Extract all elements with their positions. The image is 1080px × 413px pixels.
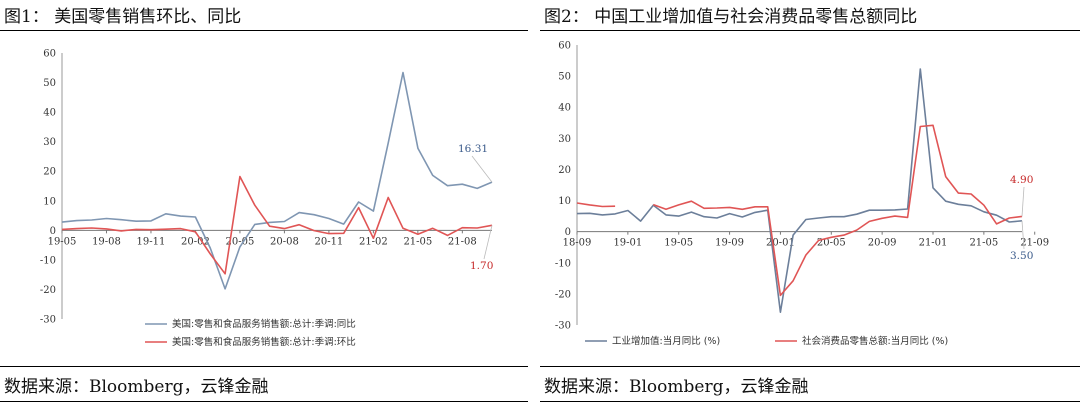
annotation-leader [1021, 186, 1025, 217]
bottom-rule [540, 401, 1080, 402]
annotation-leader [471, 155, 493, 183]
y-tick-label: -20 [40, 285, 56, 296]
x-tick-label: 20-09 [868, 238, 897, 249]
y-tick-label: 50 [558, 72, 571, 83]
x-tick-label: 20-05 [226, 236, 255, 247]
series-line-0 [61, 71, 493, 290]
x-tick-label: 21-02 [359, 236, 388, 247]
annotation-label: 1.70 [470, 260, 493, 272]
x-tick-label: 20-05 [817, 238, 846, 249]
y-tick-label: -30 [40, 315, 56, 326]
y-tick-label: 40 [558, 103, 571, 114]
y-tick-label: -20 [555, 289, 571, 300]
data-source: 数据来源：Bloomberg，云锋金融 [4, 377, 269, 397]
chart-panel-retail-us: 图1： 美国零售销售环比、同比 -30 -20 -10 0 10 20 30 40 50 60 19… [0, 0, 528, 413]
figure-title: 图1： 美国零售销售环比、同比 [4, 7, 242, 27]
title-rule [0, 30, 528, 31]
x-tick-label: 19-01 [613, 238, 642, 249]
legend-label: 美国:零售和食品服务销售额:总计:季调:环比 [172, 336, 356, 348]
y-tick-label: 20 [558, 165, 571, 176]
y-tick-label: 0 [50, 226, 56, 237]
x-tick-label: 19-09 [715, 238, 744, 249]
y-tick-label: 10 [558, 196, 571, 207]
x-tick-label: 21-08 [448, 236, 477, 247]
x-tick-label: 20-02 [181, 236, 210, 247]
x-tick-label: 19-05 [48, 236, 77, 247]
x-tick-label: 19-08 [92, 236, 121, 247]
series-line-1 [576, 124, 1023, 297]
y-tick-label: -10 [40, 255, 56, 266]
x-tick-label: 19-11 [137, 236, 166, 247]
y-tick-label: -10 [555, 258, 571, 269]
title-rule [540, 30, 1080, 31]
data-source: 数据来源：Bloomberg，云锋金融 [544, 377, 809, 397]
x-tick-label: 21-05 [403, 236, 432, 247]
y-tick-label: 60 [558, 41, 571, 52]
y-tick-label: 10 [43, 196, 56, 207]
bottom-rule [0, 401, 528, 402]
y-tick-label: -30 [555, 321, 571, 332]
annotation-label: 16.31 [458, 143, 488, 155]
x-tick-label: 21-05 [969, 238, 998, 249]
annotation-label: 3.50 [1010, 250, 1033, 262]
figure-title: 图2： 中国工业增加值与社会消费品零售总额同比 [544, 7, 918, 27]
legend-label: 社会消费品零售总额:当月同比 (%) [802, 335, 948, 347]
x-tick-label: 20-08 [270, 236, 299, 247]
line-chart-china: -30 -20 -10 0 10 20 30 40 50 60 18-09 19-01 19-05 19-… [555, 41, 1049, 348]
legend-label: 工业增加值:当月同比 (%) [612, 335, 720, 347]
y-tick-label: 20 [43, 167, 56, 178]
source-rule [540, 366, 1080, 367]
y-tick-label: 40 [43, 108, 56, 119]
y-tick-label: 30 [558, 134, 571, 145]
annotation-leader [1021, 220, 1025, 250]
y-tick-label: 60 [43, 49, 56, 60]
annotation-leader [483, 225, 493, 260]
chart-panel-china-ip-retail: 图2： 中国工业增加值与社会消费品零售总额同比 -30 -20 -10 0 10 20 30… [540, 0, 1080, 413]
x-tick-label: 19-05 [664, 238, 693, 249]
x-tick-label: 21-09 [1020, 238, 1049, 249]
y-tick-label: 50 [43, 78, 56, 89]
annotation-label: 4.90 [1010, 174, 1033, 186]
y-tick-label: 0 [565, 227, 571, 238]
x-tick-label: 18-09 [563, 238, 592, 249]
legend-label: 美国:零售和食品服务销售额:总计:季调:同比 [172, 318, 356, 330]
x-tick-label: 20-11 [314, 236, 343, 247]
y-tick-label: 30 [43, 137, 56, 148]
x-tick-label: 21-01 [919, 238, 948, 249]
line-chart-us-retail: -30 -20 -10 0 10 20 30 40 50 60 19-05 19-08 19-11 20-… [40, 49, 494, 349]
series-line-1 [61, 175, 493, 275]
x-tick-label: 20-01 [766, 238, 795, 249]
source-rule [0, 366, 528, 367]
series-line-0 [576, 68, 1023, 313]
